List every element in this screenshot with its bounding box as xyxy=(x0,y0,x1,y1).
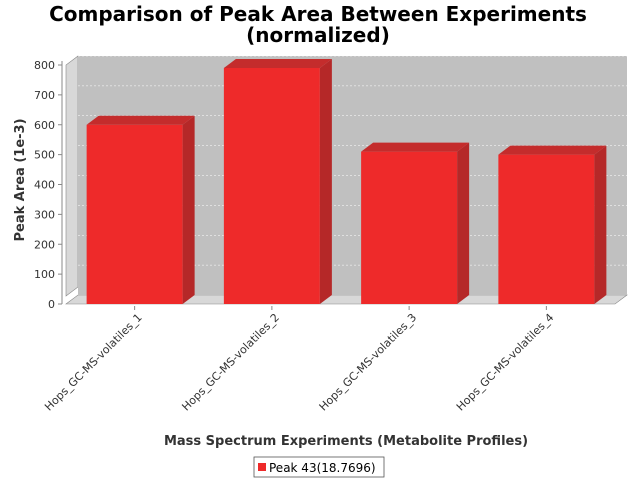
bar-front xyxy=(361,151,458,304)
y-tick-label: 200 xyxy=(34,238,55,251)
x-tick-label: Hops_GC-MS-volatiles_3 xyxy=(317,311,420,414)
chart-title-line2: (normalized) xyxy=(246,23,390,47)
bar-top xyxy=(86,115,195,125)
legend-swatch xyxy=(258,463,266,471)
bar-top xyxy=(361,142,470,152)
bar xyxy=(223,58,332,304)
y-axis-label: Peak Area (1e-3) xyxy=(13,118,28,241)
y-axis: 0 100 200 300 400 500 600 700 800 xyxy=(34,59,63,311)
x-tick-label: Hops_GC-MS-volatiles_2 xyxy=(179,311,282,414)
y-tick-label: 500 xyxy=(34,149,55,162)
bars xyxy=(86,58,607,304)
y-tick-label: 800 xyxy=(34,59,55,72)
x-axis-label: Mass Spectrum Experiments (Metabolite Pr… xyxy=(164,434,528,449)
y-tick-label: 400 xyxy=(34,179,55,192)
bar-side xyxy=(182,115,195,304)
bar-front xyxy=(498,154,595,304)
bar xyxy=(361,142,470,304)
legend: Peak 43(18.7696) xyxy=(253,456,385,478)
bar-top xyxy=(498,145,607,155)
y-tick-label: 100 xyxy=(34,268,55,281)
bar-top xyxy=(223,58,332,68)
chart-title-line1: Comparison of Peak Area Between Experime… xyxy=(49,2,587,26)
x-tick-label: Hops_GC-MS-volatiles_4 xyxy=(454,311,557,414)
bar-front xyxy=(223,67,320,304)
y-tick-label: 600 xyxy=(34,119,55,132)
y-tick-label: 700 xyxy=(34,89,55,102)
plot-side-wall xyxy=(65,55,79,297)
bar-side xyxy=(457,142,470,304)
y-tick-label: 300 xyxy=(34,208,55,221)
y-tick-label: 0 xyxy=(48,298,55,311)
bar-side xyxy=(319,58,332,304)
x-axis: Hops_GC-MS-volatiles_1 Hops_GC-MS-volatil… xyxy=(42,306,556,413)
bar-front xyxy=(86,124,183,304)
legend-box xyxy=(253,456,385,478)
legend-label: Peak 43(18.7696) xyxy=(269,461,376,475)
x-tick-label: Hops_GC-MS-volatiles_1 xyxy=(42,311,145,414)
bar xyxy=(86,115,195,304)
bar xyxy=(498,145,607,304)
bar-side xyxy=(594,145,607,304)
